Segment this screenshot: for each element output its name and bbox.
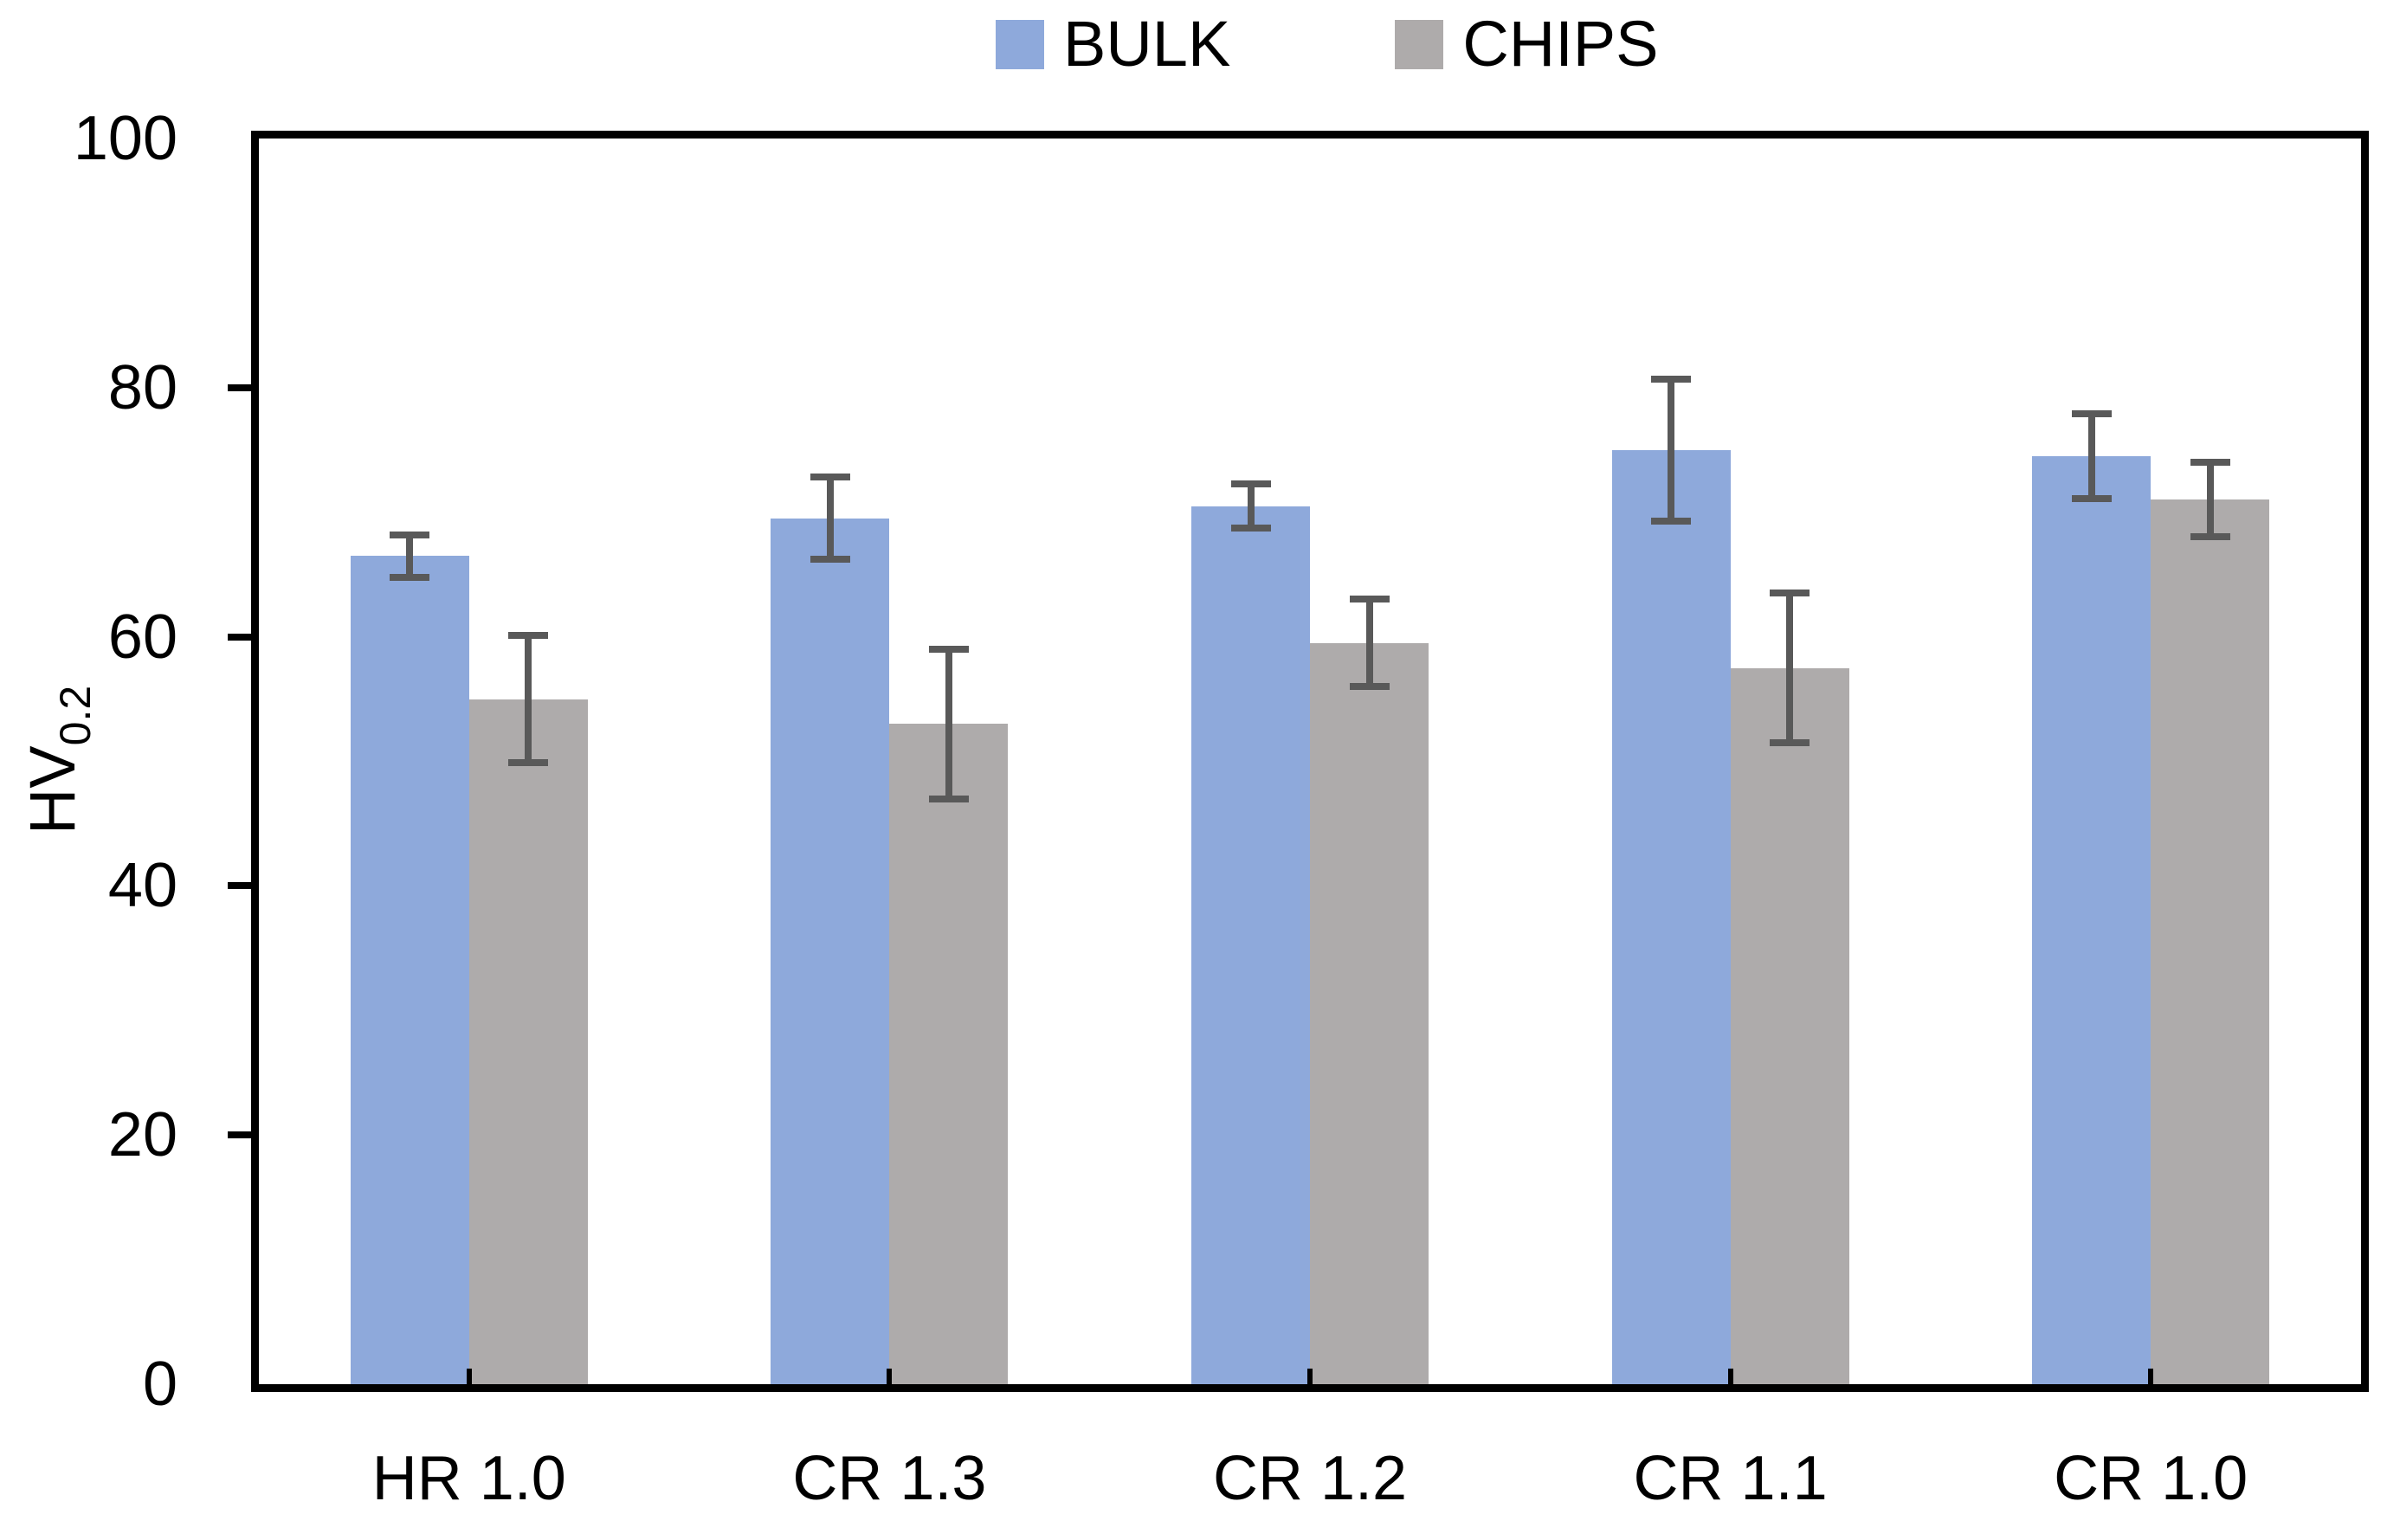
x-tick-mark: [1307, 1369, 1313, 1384]
error-bar-chips-2: [945, 648, 952, 799]
y-tick-mark: [228, 882, 251, 890]
error-bar-cap-top: [1770, 590, 1810, 597]
error-bar-chips-5: [2206, 462, 2214, 538]
x-category-label: CR 1.0: [2054, 1444, 2248, 1513]
y-tick-mark: [228, 633, 251, 641]
x-tick-mark: [2148, 1369, 2154, 1384]
legend-item-bulk: BULK: [996, 12, 1230, 76]
error-bar-cap-bottom: [2190, 533, 2230, 541]
legend-item-chips: CHIPS: [1395, 12, 1658, 76]
legend-label-chips: CHIPS: [1462, 8, 1659, 80]
error-bar-chips-3: [1365, 599, 1373, 687]
bar-chips-4: [1730, 667, 1849, 1384]
y-axis-title-text: HV: [16, 745, 88, 835]
plot-area: [259, 139, 2361, 1384]
x-category-label: HR 1.0: [371, 1444, 566, 1513]
error-bar-cap-bottom: [928, 795, 969, 802]
legend-label-bulk: BULK: [1063, 8, 1231, 80]
x-tick-mark: [887, 1369, 893, 1384]
y-axis-title-subscript: 0.2: [51, 685, 100, 746]
bar-bulk-1: [350, 556, 469, 1384]
bar-chips-2: [889, 724, 1009, 1384]
error-bar-cap-bottom: [1230, 525, 1271, 532]
error-bar-cap-top: [810, 474, 850, 481]
y-tick-label: 40: [107, 851, 177, 921]
error-bar-cap-top: [390, 531, 430, 538]
error-bar-chips-1: [525, 635, 532, 763]
error-bar-cap-bottom: [1349, 683, 1390, 691]
x-tick-mark: [1727, 1369, 1733, 1384]
bar-chips-3: [1310, 642, 1429, 1384]
y-tick-mark: [228, 1131, 251, 1139]
error-bar-cap-bottom: [810, 556, 850, 564]
error-bar-cap-top: [1651, 375, 1692, 383]
error-bar-cap-top: [1349, 596, 1390, 603]
bar-bulk-4: [1611, 449, 1731, 1384]
x-category-label: CR 1.2: [1212, 1444, 1408, 1513]
x-tick-mark: [466, 1369, 472, 1384]
legend: BULK CHIPS: [996, 12, 1658, 76]
x-category-label: CR 1.1: [1633, 1444, 1828, 1513]
error-bar-bulk-2: [826, 477, 834, 560]
y-axis-title: HV0.2: [16, 685, 100, 834]
plot-frame: [251, 131, 2369, 1392]
error-bar-bulk-5: [2087, 414, 2095, 499]
y-tick-label: 0: [142, 1350, 177, 1419]
y-tick-label: 60: [107, 602, 177, 672]
error-bar-cap-top: [1230, 480, 1271, 487]
y-tick-label: 100: [73, 104, 177, 173]
error-bar-cap-top: [2190, 459, 2230, 467]
bar-bulk-3: [1191, 506, 1310, 1384]
error-bar-cap-bottom: [508, 758, 549, 766]
error-bar-cap-bottom: [1651, 517, 1692, 525]
bar-chips-1: [468, 699, 588, 1384]
y-tick-label: 20: [107, 1100, 177, 1170]
error-bar-bulk-3: [1247, 483, 1255, 529]
error-bar-cap-top: [2071, 410, 2112, 418]
bar-chips-5: [2151, 499, 2270, 1384]
error-bar-bulk-4: [1668, 378, 1675, 521]
y-tick-mark: [228, 383, 251, 391]
error-bar-cap-bottom: [2071, 494, 2112, 502]
bar-bulk-5: [2032, 455, 2152, 1384]
error-bar-cap-top: [508, 632, 549, 640]
bulk-legend-swatch: [996, 19, 1044, 69]
error-bar-cap-bottom: [1770, 738, 1810, 746]
chips-legend-swatch: [1395, 19, 1444, 69]
x-category-label: CR 1.3: [792, 1444, 987, 1513]
error-bar-cap-top: [928, 645, 969, 653]
bar-bulk-2: [771, 518, 890, 1384]
error-bar-bulk-1: [406, 534, 414, 577]
y-tick-label: 80: [107, 352, 177, 422]
x-axis-labels: HR 1.0 CR 1.3 CR 1.2 CR 1.1 CR 1.0: [259, 1447, 2361, 1517]
error-bar-chips-4: [1786, 593, 1794, 743]
error-bar-cap-bottom: [390, 573, 430, 581]
